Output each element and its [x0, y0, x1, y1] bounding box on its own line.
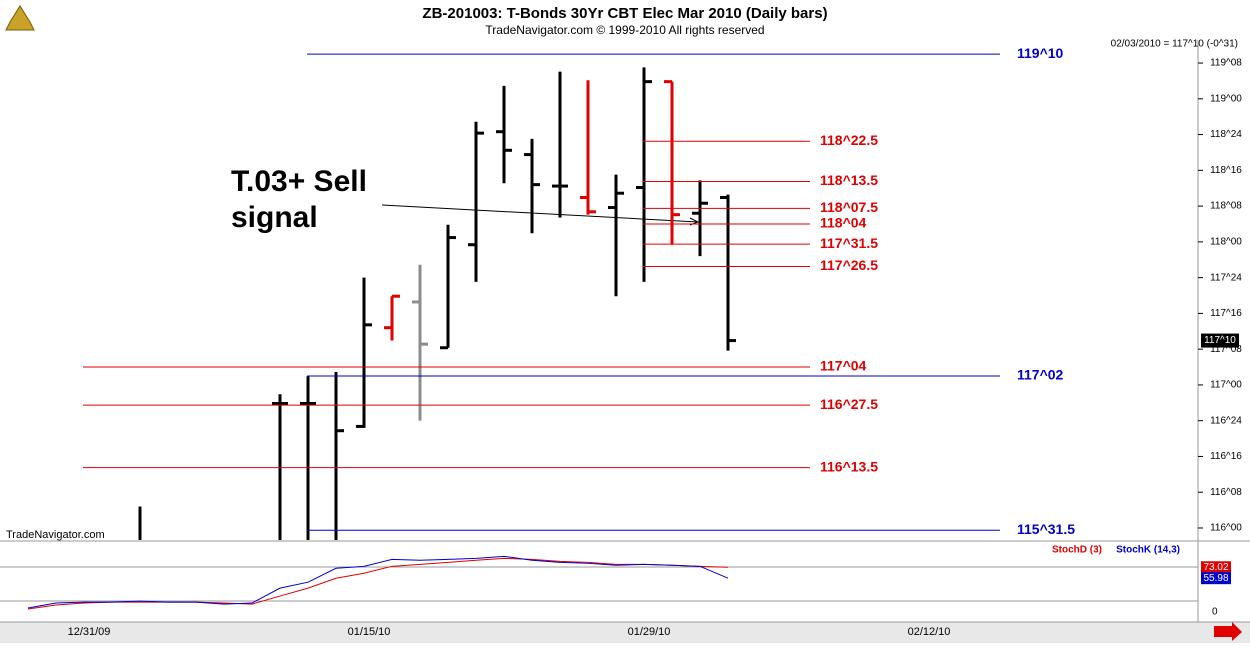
level-label: 115^31.5 — [1017, 521, 1075, 537]
annotation: T.03+ Sell — [231, 165, 367, 198]
y-tick-label: 116^16 — [1210, 451, 1242, 462]
level-label: 117^26.5 — [820, 257, 878, 273]
y-tick-label: 117^24 — [1210, 272, 1242, 283]
y-tick-label: 118^00 — [1210, 237, 1242, 248]
level-label: 118^07.5 — [820, 199, 878, 215]
y-tick-label: 117^16 — [1210, 308, 1242, 319]
stoch-line — [27, 555, 729, 609]
stoch-line — [27, 557, 729, 610]
last-price-label: 117^10 — [1204, 335, 1236, 346]
level-label: 118^04 — [820, 215, 867, 231]
level-label: 116^27.5 — [820, 396, 878, 412]
stoch-last-box — [1201, 561, 1231, 574]
stoch-last-label: 55.98 — [1203, 573, 1228, 584]
y-tick-label: 118^08 — [1210, 201, 1242, 212]
stoch-last-box — [1201, 572, 1231, 585]
y-tick-label: 117^08 — [1210, 344, 1242, 355]
stoch-tick-label: 0 — [1212, 607, 1218, 618]
level-label: 118^22.5 — [820, 132, 878, 148]
level-label: 117^31.5 — [820, 235, 878, 251]
level-label: 117^02 — [1017, 367, 1064, 383]
price-plot — [138, 67, 736, 540]
y-tick-label: 118^24 — [1210, 129, 1242, 140]
y-tick-label: 119^08 — [1210, 58, 1242, 69]
y-tick-label: 118^16 — [1210, 165, 1242, 176]
level-label: 116^13.5 — [820, 458, 878, 474]
y-tick-label: 116^08 — [1210, 487, 1242, 498]
level-label: 117^04 — [820, 358, 867, 374]
y-tick-label: 119^00 — [1210, 93, 1242, 104]
stoch-last-label: 73.02 — [1203, 562, 1228, 573]
y-tick-label: 116^24 — [1210, 415, 1242, 426]
x-axis-band — [0, 622, 1250, 643]
x-tick-label: 01/15/10 — [348, 626, 391, 638]
chart-subtitle: TradeNavigator.com © 1999-2010 All right… — [485, 23, 764, 37]
x-tick-label: 12/31/09 — [68, 626, 111, 638]
y-tick-label: 117^00 — [1210, 380, 1242, 391]
watermark: TradeNavigator.com — [6, 529, 105, 541]
quote: 02/03/2010 = 117^10 (-0^31) — [1111, 39, 1238, 50]
legend-entry: StochD (3) — [1052, 545, 1102, 556]
y-tick-label: 116^00 — [1210, 523, 1242, 534]
x-tick-label: 01/29/10 — [628, 626, 671, 638]
x-tick-label: 02/12/10 — [908, 626, 951, 638]
level-label: 119^10 — [1017, 45, 1064, 61]
last-price-box — [1201, 333, 1239, 348]
app-icon[interactable] — [5, 5, 35, 31]
level-label: 118^13.5 — [820, 172, 878, 188]
legend-entry: StochK (14,3) — [1116, 545, 1180, 556]
chart-title: ZB-201003: T-Bonds 30Yr CBT Elec Mar 201… — [422, 5, 827, 22]
annotation: signal — [231, 201, 318, 234]
scroll-arrow[interactable] — [1214, 622, 1242, 641]
